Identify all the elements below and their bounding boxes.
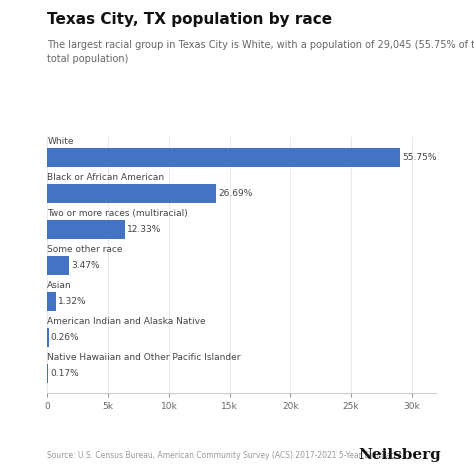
Text: Asian: Asian bbox=[47, 281, 72, 290]
Text: White: White bbox=[47, 137, 74, 146]
Text: Native Hawaiian and Other Pacific Islander: Native Hawaiian and Other Pacific Island… bbox=[47, 353, 241, 362]
Text: 3.47%: 3.47% bbox=[71, 261, 100, 270]
Text: 1.32%: 1.32% bbox=[57, 297, 86, 306]
Bar bbox=[47, 148, 400, 167]
Bar bbox=[47, 184, 216, 203]
Text: Neilsberg: Neilsberg bbox=[358, 448, 441, 462]
Text: Two or more races (multiracial): Two or more races (multiracial) bbox=[47, 209, 188, 218]
Text: Texas City, TX population by race: Texas City, TX population by race bbox=[47, 12, 333, 27]
Bar bbox=[47, 292, 56, 311]
Bar bbox=[47, 256, 69, 275]
Text: Source: U.S. Census Bureau, American Community Survey (ACS) 2017-2021 5-Year Est: Source: U.S. Census Bureau, American Com… bbox=[47, 451, 402, 460]
Text: 12.33%: 12.33% bbox=[127, 225, 162, 234]
Text: Black or African American: Black or African American bbox=[47, 173, 164, 182]
Text: Some other race: Some other race bbox=[47, 245, 123, 254]
Bar bbox=[47, 328, 49, 347]
Text: 0.17%: 0.17% bbox=[50, 369, 79, 378]
Text: 0.26%: 0.26% bbox=[51, 333, 80, 342]
Text: The largest racial group in Texas City is White, with a population of 29,045 (55: The largest racial group in Texas City i… bbox=[47, 40, 474, 64]
Text: 26.69%: 26.69% bbox=[218, 189, 253, 198]
Text: 55.75%: 55.75% bbox=[402, 153, 437, 162]
Text: American Indian and Alaska Native: American Indian and Alaska Native bbox=[47, 317, 206, 326]
Bar bbox=[47, 364, 48, 383]
Bar bbox=[47, 220, 126, 239]
